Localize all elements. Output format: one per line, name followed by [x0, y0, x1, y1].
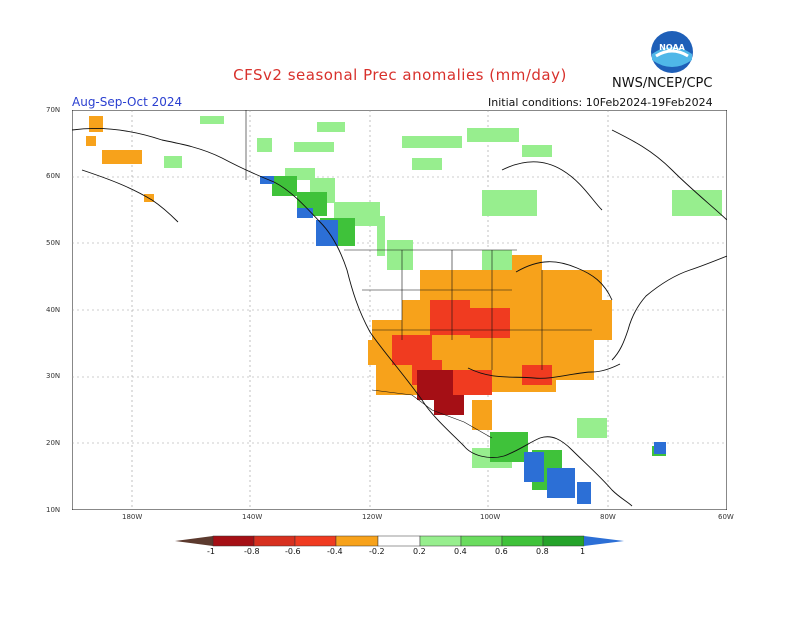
colorbar-above-1	[584, 536, 624, 546]
lon-label-180w: 180W	[122, 513, 143, 521]
precip-anomaly-map	[72, 110, 727, 510]
colorbar-label-minus0-4: -0.4	[327, 547, 343, 556]
colorbar-label-1: 1	[580, 547, 586, 556]
colorbar-label-minus0-8: -0.8	[244, 547, 260, 556]
lat-label-10n: 10N	[46, 506, 61, 514]
lat-label-20n: 20N	[46, 439, 61, 447]
lat-label-50n: 50N	[46, 239, 61, 247]
map-title: CFSv2 seasonal Prec anomalies (mm/day)	[233, 66, 567, 84]
lat-label-60n: 60N	[46, 172, 61, 180]
colorbar-label-minus0-6: -0.6	[285, 547, 301, 556]
lat-label-40n: 40N	[46, 306, 61, 314]
lon-label-80w: 80W	[600, 513, 616, 521]
colorbar-label-0-6: 0.6	[495, 547, 508, 556]
lon-label-140w: 140W	[242, 513, 263, 521]
lat-label-30n: 30N	[46, 372, 61, 380]
anomaly-positive-light	[164, 116, 722, 468]
colorbar-label-0-8: 0.8	[536, 547, 549, 556]
anomaly-negative-strong	[417, 370, 464, 415]
initial-conditions-label: Initial conditions: 10Feb2024-19Feb2024	[488, 96, 713, 109]
colorbar-label-0-4: 0.4	[454, 547, 467, 556]
lon-label-60w: 60W	[718, 513, 734, 521]
lon-label-120w: 120W	[362, 513, 383, 521]
colorbar-label-minus0-2: -0.2	[369, 547, 385, 556]
lat-label-70n: 70N	[46, 106, 61, 114]
political-borders	[245, 110, 592, 439]
svg-text:NOAA: NOAA	[659, 43, 685, 52]
colorbar-below-minus1	[175, 536, 213, 546]
organization-label: NWS/NCEP/CPC	[612, 76, 713, 91]
colorbar-label-minus1: -1	[207, 547, 215, 556]
noaa-logo: NOAA	[651, 31, 693, 73]
coastlines	[72, 128, 727, 507]
colorbar-label-0-2: 0.2	[413, 547, 426, 556]
lon-label-100w: 100W	[480, 513, 501, 521]
season-label: Aug-Sep-Oct 2024	[72, 95, 183, 109]
anomaly-positive-strong	[260, 176, 666, 504]
